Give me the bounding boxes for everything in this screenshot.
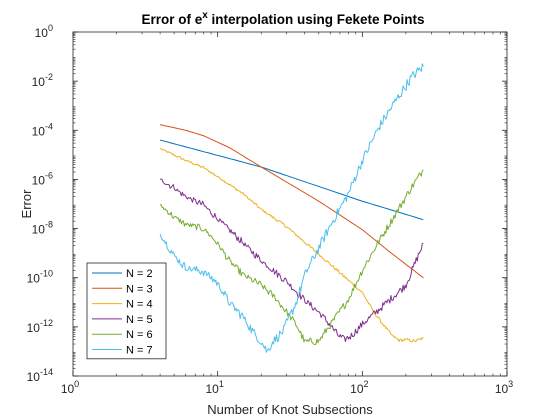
y-tick-label: 10-4 — [32, 121, 53, 138]
chart-title-superscript: x — [202, 10, 208, 21]
legend-box — [86, 262, 167, 360]
y-tick-label: 10-2 — [32, 72, 53, 89]
legend-label-n3: N = 3 — [126, 283, 153, 295]
legend-label-n6: N = 6 — [126, 329, 153, 341]
chart-title: Error of ex interpolation using Fekete P… — [141, 10, 424, 27]
series-layer — [159, 63, 424, 353]
legend-label-n7: N = 7 — [126, 345, 153, 357]
series-line-n6 — [159, 169, 424, 345]
tick-label-layer: 100 101 102 103 100 10-2 10-4 10-6 10-8 10-10 10-1… — [27, 23, 514, 396]
legend-label-n5: N = 5 — [126, 314, 153, 326]
series-line-n5 — [159, 178, 424, 342]
x-tick-label: 101 — [205, 379, 223, 396]
y-tick-label: 10-6 — [32, 170, 53, 187]
y-tick-label: 10-12 — [27, 318, 53, 335]
axes-box — [72, 31, 508, 377]
x-tick-label: 103 — [495, 379, 513, 396]
y-tick-label: 10-8 — [32, 220, 53, 237]
series-line-n7 — [159, 63, 424, 353]
legend-label-n2: N = 2 — [126, 268, 153, 280]
series-line-n3 — [159, 124, 424, 279]
x-axis-title: Number of Knot Subsections — [207, 402, 373, 417]
axes-layer — [72, 31, 508, 377]
y-axis-title: Error — [19, 189, 34, 219]
series-line-n2 — [159, 139, 424, 221]
legend-label-n4: N = 4 — [126, 299, 153, 311]
chart-title-main: Error of e — [141, 12, 202, 27]
chart-title-rest: interpolation using Fekete Points — [208, 12, 425, 27]
legend: N = 2 N = 3 N = 4 N = 5 N = 6 N = 7 — [86, 262, 167, 360]
y-tick-label: 10-14 — [27, 367, 53, 384]
x-tick-label: 102 — [350, 379, 368, 396]
series-line-n4 — [159, 148, 424, 343]
y-tick-label: 10-10 — [27, 269, 53, 286]
y-tick-label: 100 — [35, 23, 53, 40]
x-tick-label: 100 — [61, 379, 79, 396]
